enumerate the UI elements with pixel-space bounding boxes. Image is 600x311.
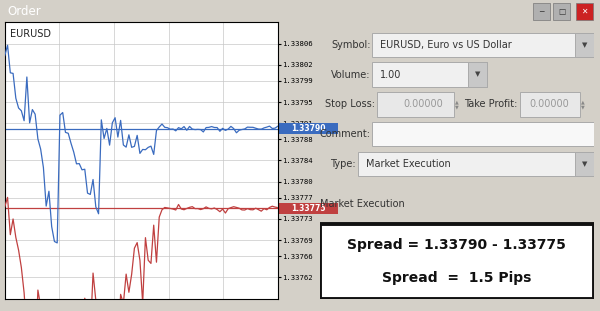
Text: ✕: ✕: [581, 7, 587, 16]
Text: Spread  =  1.5 Pips: Spread = 1.5 Pips: [382, 271, 532, 285]
FancyBboxPatch shape: [553, 3, 570, 20]
Text: Stop Loss:: Stop Loss:: [325, 100, 374, 109]
Text: □: □: [558, 7, 565, 16]
Text: EURUSD: EURUSD: [10, 29, 51, 39]
Text: Symbol:: Symbol:: [331, 40, 371, 50]
Text: Type:: Type:: [330, 159, 355, 169]
Text: ─: ─: [539, 7, 544, 16]
Text: Order: Order: [7, 5, 41, 18]
Text: Take Profit:: Take Profit:: [464, 100, 517, 109]
FancyBboxPatch shape: [533, 3, 550, 20]
FancyBboxPatch shape: [278, 123, 338, 134]
Text: ▼: ▼: [582, 42, 587, 48]
Text: Volume:: Volume:: [331, 70, 371, 80]
Text: 0.00000: 0.00000: [530, 100, 569, 109]
Text: ▼: ▼: [582, 161, 587, 167]
FancyBboxPatch shape: [575, 33, 594, 57]
Text: ▲
▼: ▲ ▼: [455, 99, 459, 110]
Text: 1.3377: 1.3377: [377, 224, 457, 244]
Text: 1.3379: 1.3379: [514, 224, 595, 244]
FancyBboxPatch shape: [358, 152, 594, 176]
FancyBboxPatch shape: [468, 63, 487, 87]
Text: 0.00000: 0.00000: [403, 100, 443, 109]
Text: Market Execution: Market Execution: [367, 159, 451, 169]
Text: 1.00: 1.00: [380, 70, 401, 80]
Text: ▲
▼: ▲ ▼: [581, 99, 585, 110]
Text: 1.33790: 1.33790: [291, 124, 326, 133]
Text: EURUSD, Euro vs US Dollar: EURUSD, Euro vs US Dollar: [380, 40, 512, 50]
Text: Spread = 1.33790 - 1.33775: Spread = 1.33790 - 1.33775: [347, 238, 566, 252]
FancyBboxPatch shape: [320, 224, 594, 299]
Text: ▼: ▼: [475, 72, 480, 77]
Text: Market Execution: Market Execution: [320, 199, 404, 209]
Text: Comment:: Comment:: [320, 129, 371, 139]
FancyBboxPatch shape: [372, 63, 487, 87]
Text: 1.33775: 1.33775: [291, 204, 326, 213]
Text: /: /: [460, 226, 479, 244]
FancyBboxPatch shape: [576, 3, 593, 20]
FancyBboxPatch shape: [372, 33, 594, 57]
FancyBboxPatch shape: [372, 122, 594, 146]
FancyBboxPatch shape: [377, 92, 454, 117]
FancyBboxPatch shape: [520, 92, 580, 117]
FancyBboxPatch shape: [575, 152, 594, 176]
Text: 5: 5: [457, 229, 467, 243]
FancyBboxPatch shape: [278, 203, 338, 214]
